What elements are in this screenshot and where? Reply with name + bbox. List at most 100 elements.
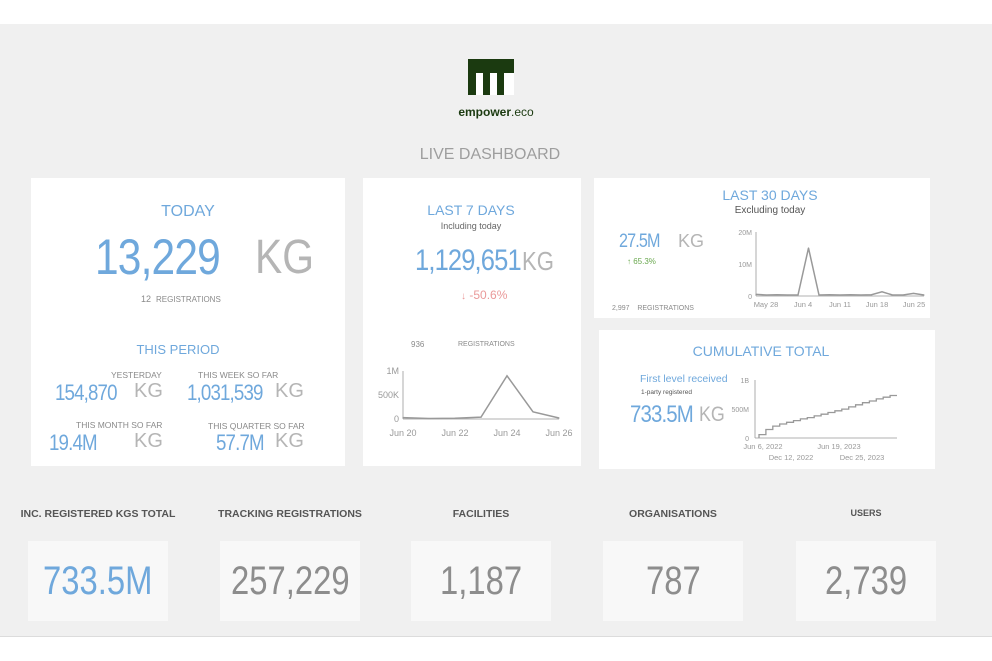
kpi-label: INC. REGISTERED KGS TOTAL [20,508,176,520]
kpi-value: 1,187 [439,558,523,603]
series-line [758,394,897,438]
week-label: THIS WEEK SO FAR [198,370,279,380]
last30-subtitle: Excluding today [734,205,806,216]
last7-registrations-label: REGISTRATIONS [458,341,515,348]
y-tick-label: 0 [745,436,749,443]
x-tick-label: Jun 19, 2023 [817,442,860,451]
cumulative-first-level: First level received [640,373,728,385]
brand-name: empower.eco [450,105,542,119]
week-value: 1,031,539 [187,380,263,405]
data-point [428,417,430,420]
y-tick-label: 500K [378,390,399,400]
month-value: 19.4M [49,430,98,455]
y-tick-label: 0 [748,294,752,301]
data-point [839,294,841,296]
kpi-label: USERS [850,508,882,518]
data-point [849,294,852,296]
kpi-value: 2,739 [824,558,908,603]
down-arrow-icon: ↓ [461,291,466,302]
y-tick-label: 1B [740,378,749,385]
data-point [923,294,925,296]
data-point [480,416,482,418]
last7-value: 1,129,651 [415,244,522,277]
kpi-card: 787 [603,541,743,621]
cumulative-unit: KG [699,403,725,426]
last7-subtitle: Including today [440,221,502,231]
week-unit: KG [275,380,304,402]
period-title: THIS PERIOD [136,342,220,357]
x-tick-label: Jun 20 [389,428,416,438]
month-unit: KG [134,430,163,452]
kpi-card: 733.5M [28,541,168,621]
data-point [902,294,904,296]
data-point [870,294,873,296]
logo-mark-icon [468,59,514,95]
data-point [454,417,456,419]
yesterday-unit: KG [134,380,163,402]
kpi-card: 1,187 [411,541,551,621]
brand-name-light: .eco [511,105,534,119]
kpi-card: 2,739 [796,541,936,621]
kpi-label: TRACKING REGISTRATIONS [218,508,362,520]
data-point [828,294,831,296]
y-tick-label: 10M [738,262,752,269]
data-point [786,294,789,296]
x-tick-label: Dec 25, 2023 [840,453,885,462]
data-point [765,294,768,296]
last7-change-value: -50.6% [469,288,508,302]
yesterday-value: 154,870 [55,380,117,405]
yesterday-label: YESTERDAY [111,370,162,380]
last30-chart: 0 10M 20M May 28 Jun 4 Jun 11 Jun 18 Jun 25 [738,230,926,309]
x-tick-label: Jun 4 [794,300,812,309]
kpi-value: 733.5M [43,558,153,603]
y-tick-label: 1M [386,366,399,376]
x-tick-label: Jun 18 [866,300,889,309]
today-card: TODAY 13,229 KG 12 REGISTRATIONS THIS PE… [31,178,345,466]
data-point [797,294,799,296]
month-label: THIS MONTH SO FAR [76,420,163,430]
data-point [891,294,894,296]
x-tick-label: Jun 25 [903,300,926,309]
cumulative-card: CUMULATIVE TOTAL First level received 1-… [599,330,935,469]
last30-card: LAST 30 DAYS Excluding today 27.5M KG ↑ … [594,178,930,318]
last30-change-value: 65.3% [633,257,656,266]
cumulative-sub: 1-party registered [641,389,692,396]
data-point [506,375,508,377]
last7-unit: KG [522,246,554,276]
quarter-value: 57.7M [216,430,265,455]
kpi-label: ORGANISATIONS [629,508,717,520]
last7-title: LAST 7 DAYS [427,202,515,218]
logo: empower.eco [450,58,542,122]
cumulative-value: 733.5M [630,401,694,428]
last30-registrations-count: 2,997 [612,305,630,312]
data-point [558,417,560,419]
y-tick-label: 500M [731,407,749,414]
data-point [881,291,883,293]
last7-card: LAST 7 DAYS Including today 1,129,651 KG… [363,178,581,466]
series-line [402,374,560,420]
y-tick-label: 20M [738,230,752,237]
brand-name-bold: empower [458,105,511,119]
data-point [912,292,915,295]
kpi-value: 257,229 [230,558,350,603]
last7-chart: 0 500K 1M Jun 20 Jun 22 Jun 24 Jun 26 [378,366,573,438]
x-tick-label: Jun 22 [441,428,468,438]
today-title: TODAY [161,203,215,220]
last30-registrations-label: REGISTRATIONS [637,305,694,312]
kpi-label: FACILITIES [452,508,510,520]
today-registrations-count: 12 [141,294,152,304]
today-registrations-label: REGISTRATIONS [156,295,221,304]
page-title: LIVE DASHBOARD [419,146,561,163]
x-tick-label: May 28 [754,300,779,309]
data-point [860,294,862,296]
today-value: 13,229 [95,229,221,285]
cumulative-title: CUMULATIVE TOTAL [692,343,830,359]
x-tick-label: Jun 24 [493,428,520,438]
last30-change: ↑ 65.3% [627,257,656,266]
kpi-value: 787 [645,558,701,603]
last30-unit: KG [678,231,705,251]
data-point [402,416,404,419]
up-arrow-icon: ↑ [627,257,631,266]
today-registrations: 12 REGISTRATIONS [141,294,221,304]
series-line [755,247,925,296]
